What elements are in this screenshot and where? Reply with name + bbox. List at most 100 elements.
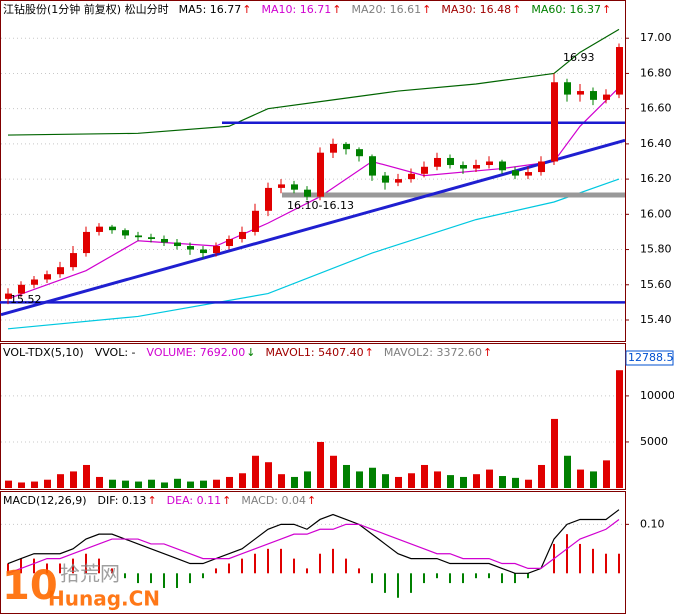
candle-body (538, 161, 545, 173)
indicator-label: VOL-TDX(5,10) (3, 346, 84, 359)
indicator-arrow: ↑ (365, 346, 374, 359)
volume-bar (395, 476, 402, 488)
annotation: 15.52 (10, 293, 42, 306)
candle-body (525, 172, 532, 176)
y-tick-label: 16.20 (640, 172, 672, 185)
volume-bar (538, 464, 545, 488)
candle-body (304, 189, 311, 197)
indicator-label: DIF: 0.13 (98, 494, 147, 507)
candle-body (499, 161, 506, 171)
candle-body (135, 235, 142, 238)
watermark-url: Hunag.CN (48, 587, 160, 611)
volume-bar (447, 475, 454, 488)
volume-bar (83, 464, 90, 488)
candle-body (57, 267, 64, 275)
volume-bar (161, 482, 168, 488)
candle-body (239, 231, 246, 239)
y-tick-label: 10000 (640, 389, 674, 402)
volume-bar (252, 455, 259, 488)
candle-body (564, 82, 571, 95)
y-tick-label: 15.60 (640, 278, 672, 291)
indicator-arrow: ↑ (307, 494, 316, 507)
candle-body (473, 165, 480, 169)
candle-body (226, 238, 233, 247)
indicator-arrow: ↑ (483, 346, 492, 359)
volume-bar (525, 479, 532, 488)
y-tick-label: 16.40 (640, 137, 672, 150)
chart-title: 江钻股份(1分钟 前复权) 松山分时 (3, 2, 169, 16)
y-tick-label: 15.80 (640, 243, 672, 256)
indicator-label: MA30: 16.48 (441, 3, 511, 16)
max-volume-label: 12788.5 (628, 351, 674, 364)
volume-bar (70, 471, 77, 488)
candle-body (343, 143, 350, 150)
volume-bar (187, 481, 194, 488)
candle-body (174, 242, 181, 247)
volume-bar (499, 476, 506, 488)
candle-body (18, 284, 25, 294)
indicator-arrow: ↑ (242, 3, 251, 16)
candle-body (161, 238, 168, 243)
volume-bar (512, 477, 519, 488)
volume-bar (473, 474, 480, 488)
volume-bar (148, 479, 155, 488)
watermark-logo: 10 (2, 563, 58, 609)
volume-bar (590, 471, 597, 488)
volume-bar (460, 476, 467, 488)
volume-bar (304, 471, 311, 488)
indicator-label: VOLUME: 7692.00 (147, 346, 246, 359)
volume-bar (174, 478, 181, 488)
indicator-label: MA10: 16.71 (262, 3, 332, 16)
y-tick-label: 16.00 (640, 207, 672, 220)
indicator-label: MAVOL2: 3372.60 (384, 346, 482, 359)
candle-body (148, 237, 155, 239)
y-tick-label: 0.10 (640, 517, 665, 530)
volume-bar (356, 471, 363, 488)
volume-bar (408, 473, 415, 488)
candle-body (590, 91, 597, 100)
indicator-label: MAVOL1: 5407.40 (266, 346, 364, 359)
watermark-site: 拾荒网 (60, 562, 120, 586)
annotation: 16.10-16.13 (287, 199, 354, 212)
candle-body (213, 246, 220, 254)
candle-body (356, 149, 363, 157)
volume-bar (616, 370, 623, 488)
volume-bar (317, 441, 324, 488)
volume-bar (369, 467, 376, 488)
volume-bar (265, 462, 272, 488)
candle-body (122, 230, 129, 236)
candle-body (5, 293, 12, 299)
indicator-label: MA60: 16.37 (531, 3, 601, 16)
candle-body (369, 156, 376, 176)
volume-bar (343, 464, 350, 488)
volume-bar (382, 474, 389, 488)
indicator-arrow: ↑ (602, 3, 611, 16)
volume-bar (5, 480, 12, 488)
volume-bar (122, 480, 129, 488)
indicator-arrow: ↑ (332, 3, 341, 16)
y-tick-label: 5000 (640, 435, 668, 448)
indicator-label: VVOL: - (95, 346, 136, 359)
volume-bar (577, 469, 584, 488)
volume-bar (291, 476, 298, 488)
indicator-line (7, 87, 620, 300)
trend-line (0, 138, 626, 317)
volume-bar (330, 455, 337, 488)
candle-body (278, 184, 285, 188)
candle-body (317, 152, 324, 197)
volume-bar (603, 460, 610, 488)
volume-bar (213, 479, 220, 488)
candle-body (200, 249, 207, 254)
candle-body (96, 226, 103, 232)
indicator-label: MA20: 16.61 (351, 3, 421, 16)
volume-bar (226, 476, 233, 488)
candle-body (382, 175, 389, 183)
indicator-arrow: ↑ (147, 494, 156, 507)
candle-body (408, 173, 415, 180)
volume-bar (18, 482, 25, 488)
volume-bar (486, 469, 493, 488)
volume-bar (434, 471, 441, 488)
candle-body (434, 157, 441, 167)
candle-body (460, 165, 467, 169)
